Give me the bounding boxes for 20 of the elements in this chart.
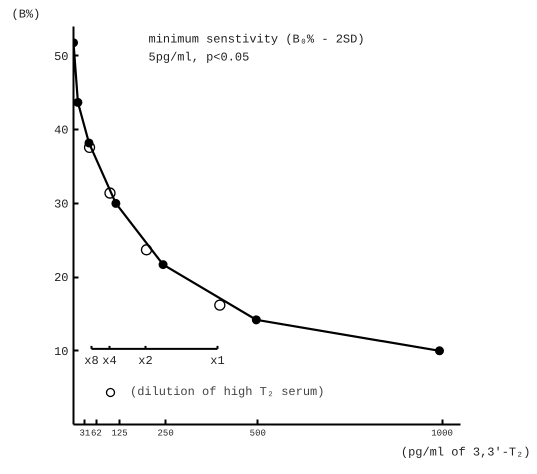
y-tick-label: 10 (54, 344, 69, 359)
annotation: x8 (84, 354, 99, 368)
y-tick-label: 50 (54, 50, 69, 64)
legend-label: (dilution of high T₂ serum) (130, 385, 324, 399)
annotation: minimum senstivity (B₀% - 2SD) (148, 32, 365, 46)
x-tick-label: 250 (158, 428, 174, 438)
y-tick-label: 30 (54, 197, 69, 212)
x-tick-label: 500 (250, 428, 266, 438)
x-tick-label: 31 (80, 428, 90, 438)
x-tick-label: 1000 (431, 428, 453, 438)
y-tick-label: 40 (54, 124, 69, 138)
annotation: x4 (102, 354, 117, 368)
x-tick-label: 62 (90, 428, 102, 438)
y-tick-label: 20 (54, 271, 69, 286)
annotation: x2 (138, 354, 153, 368)
x-tick-label: 125 (111, 428, 128, 438)
y-axis-title: (B%) (12, 8, 40, 22)
annotation: x1 (210, 354, 225, 368)
annotation: 5pg/ml, p<0.05 (148, 50, 250, 64)
x-axis-title: (pg/ml of 3,3'-T₂) (400, 446, 531, 460)
